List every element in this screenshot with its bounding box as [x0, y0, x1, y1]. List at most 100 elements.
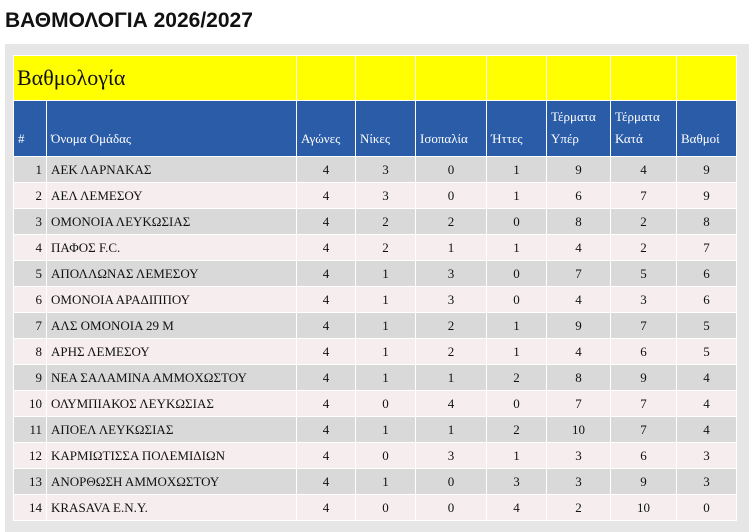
stat-cell: 4 — [296, 208, 356, 235]
stat-cell: 6 — [610, 338, 677, 365]
stat-cell: 2 — [610, 234, 677, 261]
stat-cell: 8 — [676, 208, 737, 235]
team-row: 9 ΝΕΑ ΣΑΛΑΜΙΝΑ ΑΜΜΟΧΩΣΤΟΥ 4 1 1 2 8 9 4 — [13, 364, 737, 391]
stat-cell: 3 — [415, 442, 487, 469]
caption-cell — [486, 55, 547, 101]
stat-cell: 9 — [610, 364, 677, 391]
stat-cell: 2 — [355, 234, 416, 261]
team-row: 3 ΟΜΟΝΟΙΑ ΛΕΥΚΩΣΙΑΣ 4 2 2 0 8 2 8 — [13, 208, 737, 235]
stat-cell: 4 — [676, 416, 737, 443]
stat-cell: 4 — [296, 442, 356, 469]
stat-cell: 4 — [296, 338, 356, 365]
team-name: ΑΕΚ ΛΑΡΝΑΚΑΣ — [46, 156, 297, 183]
stat-cell: 4 — [296, 260, 356, 287]
standings-panel: Βαθμολογία # Όνομα Ομάδας Αγώνες Νίκες Ισοπαλ… — [5, 44, 749, 532]
stat-cell: 4 — [296, 234, 356, 261]
stat-cell: 4 — [546, 234, 611, 261]
team-row: 5 ΑΠΟΛΛΩΝΑΣ ΛΕΜΕΣΟΥ 4 1 3 0 7 5 6 — [13, 260, 737, 287]
team-name: ΑΕΛ ΛΕΜΕΣΟΥ — [46, 182, 297, 209]
team-name: ΑΝΟΡΘΩΣΗ ΑΜΜΟΧΩΣΤΟΥ — [46, 468, 297, 495]
team-name: ΟΛΥΜΠΙΑΚΟΣ ΛΕΥΚΩΣΙΑΣ — [46, 390, 297, 417]
stat-cell: 5 — [676, 312, 737, 339]
stat-cell: 4 — [296, 182, 356, 209]
team-name: ΑΛΣ ΟΜΟΝΟΙΑ 29 Μ — [46, 312, 297, 339]
team-row: 12 ΚΑΡΜΙΩΤΙΣΣΑ ΠΟΛΕΜΙΔΙΩΝ 4 0 3 1 3 6 3 — [13, 442, 737, 469]
column-header: Τέρματα Υπέρ — [546, 100, 611, 157]
stat-cell: 1 — [355, 364, 416, 391]
stat-cell: 11 — [13, 416, 47, 443]
stat-cell: 1 — [355, 286, 416, 313]
stat-cell: 8 — [546, 364, 611, 391]
stat-cell: 4 — [296, 364, 356, 391]
stat-cell: 0 — [486, 208, 547, 235]
stat-cell: 6 — [610, 442, 677, 469]
stat-cell: 2 — [415, 312, 487, 339]
stat-cell: 7 — [676, 234, 737, 261]
column-header: Ήττες — [486, 100, 547, 157]
stat-cell: 9 — [546, 156, 611, 183]
stat-cell: 9 — [13, 364, 47, 391]
caption-cell — [676, 55, 737, 101]
stat-cell: 4 — [296, 390, 356, 417]
page-title: ΒΑΘΜΟΛΟΓΙΑ 2026/2027 — [5, 9, 253, 32]
stat-cell: 2 — [610, 208, 677, 235]
stat-cell: 5 — [610, 260, 677, 287]
stat-cell: 1 — [415, 416, 487, 443]
caption-cell — [296, 55, 356, 101]
column-header: Όνομα Ομάδας — [46, 100, 297, 157]
team-row: 13 ΑΝΟΡΘΩΣΗ ΑΜΜΟΧΩΣΤΟΥ 4 1 0 3 3 9 3 — [13, 468, 737, 495]
stat-cell: 2 — [486, 416, 547, 443]
stat-cell: 4 — [296, 494, 356, 521]
team-row: 14 KRASAVA E.N.Y. 4 0 0 4 2 10 0 — [13, 494, 737, 521]
team-row: 11 ΑΠΟΕΛ ΛΕΥΚΩΣΙΑΣ 4 1 1 2 10 7 4 — [13, 416, 737, 443]
stat-cell: 4 — [296, 312, 356, 339]
stat-cell: 4 — [546, 338, 611, 365]
stat-cell: 3 — [355, 156, 416, 183]
team-name: ΠΑΦΟΣ F.C. — [46, 234, 297, 261]
stat-cell: 7 — [13, 312, 47, 339]
team-name: ΚΑΡΜΙΩΤΙΣΣΑ ΠΟΛΕΜΙΔΙΩΝ — [46, 442, 297, 469]
stat-cell: 12 — [13, 442, 47, 469]
stat-cell: 2 — [546, 494, 611, 521]
stat-cell: 1 — [486, 338, 547, 365]
stat-cell: 6 — [13, 286, 47, 313]
stat-cell: 4 — [676, 364, 737, 391]
team-name: ΑΡΗΣ ΛΕΜΕΣΟΥ — [46, 338, 297, 365]
stat-cell: 2 — [13, 182, 47, 209]
stat-cell: 9 — [676, 156, 737, 183]
stat-cell: 1 — [13, 156, 47, 183]
stat-cell: 0 — [415, 468, 487, 495]
team-name: ΑΠΟΕΛ ΛΕΥΚΩΣΙΑΣ — [46, 416, 297, 443]
stat-cell: 6 — [676, 260, 737, 287]
caption-cell — [546, 55, 611, 101]
stat-cell: 5 — [13, 260, 47, 287]
stat-cell: 3 — [415, 260, 487, 287]
stat-cell: 1 — [486, 182, 547, 209]
team-row: 6 ΟΜΟΝΟΙΑ ΑΡΑΔΙΠΠΟΥ 4 1 3 0 4 3 6 — [13, 286, 737, 313]
stat-cell: 4 — [676, 390, 737, 417]
team-name: ΟΜΟΝΟΙΑ ΑΡΑΔΙΠΠΟΥ — [46, 286, 297, 313]
stat-cell: 6 — [676, 286, 737, 313]
stat-cell: 4 — [296, 156, 356, 183]
stat-cell: 8 — [13, 338, 47, 365]
column-header: Ισοπαλία — [415, 100, 487, 157]
stat-cell: 7 — [610, 182, 677, 209]
stat-cell: 7 — [546, 260, 611, 287]
team-row: 8 ΑΡΗΣ ΛΕΜΕΣΟΥ 4 1 2 1 4 6 5 — [13, 338, 737, 365]
stat-cell: 3 — [676, 468, 737, 495]
stat-cell: 3 — [486, 468, 547, 495]
stat-cell: 13 — [13, 468, 47, 495]
stat-cell: 1 — [355, 260, 416, 287]
stat-cell: 1 — [415, 234, 487, 261]
table-body: Βαθμολογία # Όνομα Ομάδας Αγώνες Νίκες Ισοπαλ… — [13, 55, 737, 521]
stat-cell: 4 — [296, 468, 356, 495]
stat-cell: 4 — [13, 234, 47, 261]
stat-cell: 2 — [355, 208, 416, 235]
stat-cell: 1 — [355, 338, 416, 365]
team-name: ΝΕΑ ΣΑΛΑΜΙΝΑ ΑΜΜΟΧΩΣΤΟΥ — [46, 364, 297, 391]
stat-cell: 7 — [610, 312, 677, 339]
stat-cell: 3 — [415, 286, 487, 313]
stat-cell: 10 — [13, 390, 47, 417]
